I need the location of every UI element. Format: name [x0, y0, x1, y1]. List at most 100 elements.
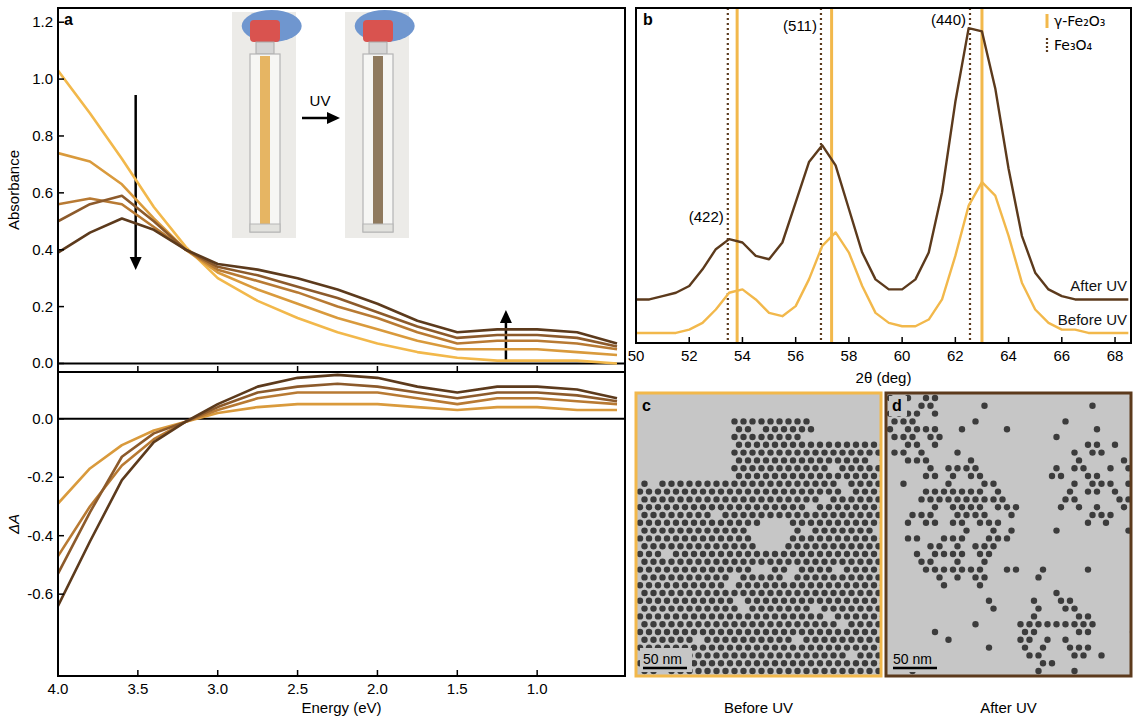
particle [781, 629, 787, 635]
particle [954, 512, 960, 518]
particle [1094, 442, 1100, 448]
particle [803, 465, 809, 471]
particle [704, 527, 710, 533]
particle [954, 465, 960, 471]
particle [900, 449, 906, 455]
particle [776, 621, 782, 627]
particle [972, 512, 978, 518]
uv-arrow-head [327, 112, 340, 124]
panel-letter: a [64, 11, 73, 28]
particle [866, 449, 872, 455]
particle [785, 465, 791, 471]
particle [745, 426, 751, 432]
particle [686, 605, 692, 611]
particle [1085, 520, 1091, 526]
delta-line [58, 375, 617, 606]
particle [794, 668, 800, 674]
particle [1089, 449, 1095, 455]
particle [763, 629, 769, 635]
particle [646, 566, 652, 572]
particle [905, 520, 911, 526]
particle [749, 621, 755, 627]
particle [866, 590, 872, 596]
particle [659, 527, 665, 533]
particle [844, 582, 850, 588]
particle [1071, 465, 1077, 471]
particle [954, 559, 960, 565]
particle [871, 613, 877, 619]
particle [740, 590, 746, 596]
x-tick [901, 337, 903, 343]
particle [767, 621, 773, 627]
particle [749, 590, 755, 596]
panel-a: UV0.00.20.40.60.81.01.2-0.6-0.4-0.20.04.… [5, 8, 625, 716]
particle [650, 637, 656, 643]
particle [1071, 481, 1077, 487]
particle [767, 481, 773, 487]
particle [754, 442, 760, 448]
particle [709, 551, 715, 557]
particle [673, 551, 679, 557]
particle [959, 566, 965, 572]
particle [862, 660, 868, 666]
particle [799, 457, 805, 463]
particle [695, 527, 701, 533]
particle [637, 629, 643, 635]
y-tick [58, 363, 64, 365]
particle [1121, 457, 1127, 463]
particle [668, 637, 674, 643]
series-label: After UV [1070, 277, 1127, 294]
particle [812, 481, 818, 487]
particle [754, 551, 760, 557]
particle [740, 465, 746, 471]
particle [826, 551, 832, 557]
particle [844, 457, 850, 463]
particle [695, 668, 701, 674]
particle [936, 434, 942, 440]
particle [641, 543, 647, 549]
particle [839, 449, 845, 455]
particle [977, 473, 983, 479]
particle [981, 512, 987, 518]
particle [848, 590, 854, 596]
particle [972, 543, 978, 549]
particle [794, 434, 800, 440]
particle [682, 488, 688, 494]
particle [659, 512, 665, 518]
particle [790, 551, 796, 557]
particle [932, 551, 938, 557]
particle [817, 442, 823, 448]
particle [695, 605, 701, 611]
particle [677, 496, 683, 502]
particle [848, 621, 854, 627]
particle [914, 457, 920, 463]
particle [718, 598, 724, 604]
particle [1098, 652, 1104, 658]
particle [655, 613, 661, 619]
particle [981, 543, 987, 549]
particle [718, 535, 724, 541]
particle [763, 644, 769, 650]
particle [1076, 644, 1082, 650]
particle [790, 644, 796, 650]
particle [812, 559, 818, 565]
particle [677, 527, 683, 533]
image-caption: After UV [980, 699, 1037, 716]
reference-line [980, 8, 983, 343]
particle [817, 644, 823, 650]
y-tick-label: 0.0 [32, 354, 53, 371]
particle [909, 512, 915, 518]
particle [758, 465, 764, 471]
particle [1035, 668, 1041, 674]
particle [686, 543, 692, 549]
particle [736, 426, 742, 432]
particle [968, 566, 974, 572]
y-tick-label: -0.2 [27, 468, 53, 485]
particle [677, 621, 683, 627]
photo-bg [232, 12, 296, 238]
scale-patch [890, 648, 942, 672]
particle [803, 621, 809, 627]
particle [781, 613, 787, 619]
particle [722, 481, 728, 487]
particle [808, 551, 814, 557]
